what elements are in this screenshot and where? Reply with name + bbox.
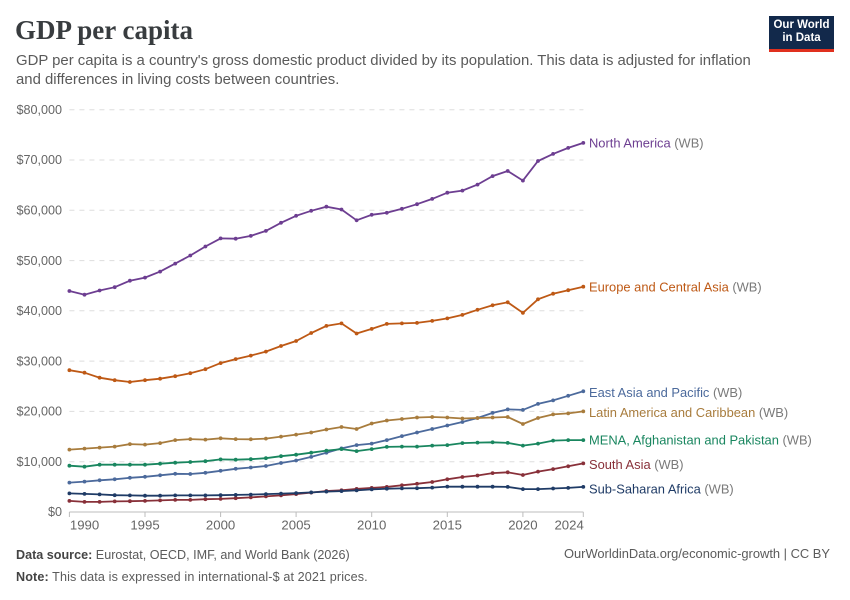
svg-text:$30,000: $30,000 xyxy=(16,354,62,368)
svg-text:2010: 2010 xyxy=(357,518,386,533)
svg-text:1995: 1995 xyxy=(130,518,159,533)
svg-text:North America (WB): North America (WB) xyxy=(589,135,704,150)
svg-text:$0: $0 xyxy=(48,505,62,519)
svg-text:2020: 2020 xyxy=(508,518,537,533)
svg-text:$10,000: $10,000 xyxy=(16,455,62,469)
svg-text:1990: 1990 xyxy=(70,518,99,533)
svg-text:2000: 2000 xyxy=(206,518,235,533)
svg-text:MENA, Afghanistan and Pakistan: MENA, Afghanistan and Pakistan (WB) xyxy=(589,432,812,447)
svg-text:$50,000: $50,000 xyxy=(16,254,62,268)
svg-text:South Asia (WB): South Asia (WB) xyxy=(589,457,684,472)
svg-text:Sub-Saharan Africa (WB): Sub-Saharan Africa (WB) xyxy=(589,481,734,496)
svg-text:$70,000: $70,000 xyxy=(16,153,62,167)
svg-text:$80,000: $80,000 xyxy=(16,103,62,117)
svg-text:Latin America and Caribbean (W: Latin America and Caribbean (WB) xyxy=(589,405,788,420)
svg-text:Europe and Central Asia (WB): Europe and Central Asia (WB) xyxy=(589,279,762,294)
svg-text:East Asia and Pacific (WB): East Asia and Pacific (WB) xyxy=(589,385,742,400)
svg-text:2024: 2024 xyxy=(554,518,583,533)
svg-text:$20,000: $20,000 xyxy=(16,405,62,419)
svg-text:2015: 2015 xyxy=(433,518,462,533)
svg-text:$60,000: $60,000 xyxy=(16,204,62,218)
svg-text:$40,000: $40,000 xyxy=(16,304,62,318)
svg-text:2005: 2005 xyxy=(281,518,310,533)
